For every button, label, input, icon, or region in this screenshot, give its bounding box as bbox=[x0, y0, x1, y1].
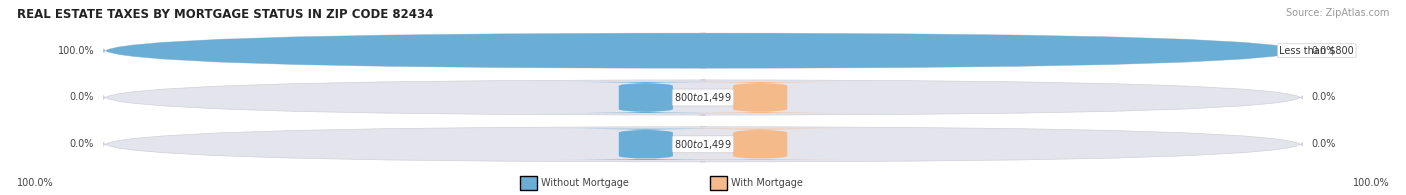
FancyBboxPatch shape bbox=[553, 82, 740, 113]
Text: With Mortgage: With Mortgage bbox=[731, 178, 803, 188]
Text: 0.0%: 0.0% bbox=[70, 139, 94, 149]
Text: 100.0%: 100.0% bbox=[58, 46, 94, 56]
FancyBboxPatch shape bbox=[553, 129, 740, 160]
Text: Without Mortgage: Without Mortgage bbox=[541, 178, 630, 188]
Text: 100.0%: 100.0% bbox=[1353, 178, 1389, 188]
Text: 0.0%: 0.0% bbox=[1312, 46, 1336, 56]
FancyBboxPatch shape bbox=[666, 129, 853, 160]
Text: 0.0%: 0.0% bbox=[1312, 92, 1336, 103]
Text: REAL ESTATE TAXES BY MORTGAGE STATUS IN ZIP CODE 82434: REAL ESTATE TAXES BY MORTGAGE STATUS IN … bbox=[17, 8, 433, 21]
Text: 100.0%: 100.0% bbox=[17, 178, 53, 188]
Text: 0.0%: 0.0% bbox=[70, 92, 94, 103]
Text: $800 to $1,499: $800 to $1,499 bbox=[675, 91, 731, 104]
Text: 0.0%: 0.0% bbox=[1312, 139, 1336, 149]
Text: $800 to $1,499: $800 to $1,499 bbox=[675, 138, 731, 151]
Text: Source: ZipAtlas.com: Source: ZipAtlas.com bbox=[1285, 8, 1389, 18]
FancyBboxPatch shape bbox=[104, 80, 1302, 115]
FancyBboxPatch shape bbox=[666, 82, 853, 113]
FancyBboxPatch shape bbox=[104, 33, 1302, 68]
FancyBboxPatch shape bbox=[104, 33, 1302, 68]
Text: Less than $800: Less than $800 bbox=[1279, 46, 1354, 56]
FancyBboxPatch shape bbox=[104, 127, 1302, 162]
